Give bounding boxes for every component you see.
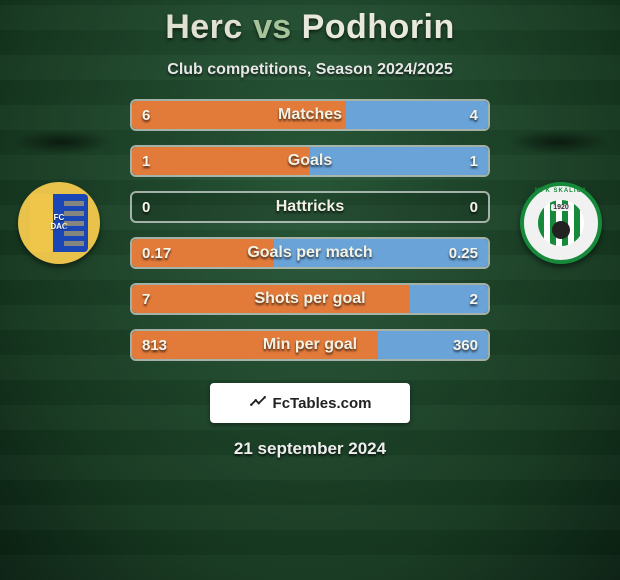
- stat-row: 00Hattricks: [130, 191, 490, 223]
- stat-row: 64Matches: [130, 99, 490, 131]
- stat-label: Min per goal: [132, 336, 488, 354]
- team2-badge: MFK SKALICA 1920: [520, 182, 602, 264]
- stat-label: Goals: [132, 152, 488, 170]
- player1-shadow: [12, 130, 112, 154]
- player2-shadow: [508, 130, 608, 154]
- stat-label: Hattricks: [132, 198, 488, 216]
- attribution-text: FcTables.com: [273, 395, 372, 412]
- stat-label: Shots per goal: [132, 290, 488, 308]
- team1-badge: FCDAC: [18, 182, 100, 264]
- stats-table: 64Matches 11Goals 00Hattricks 0.170.25Goals…: [130, 99, 490, 361]
- attribution-badge: FcTables.com: [210, 383, 410, 423]
- chart-icon: [249, 392, 267, 410]
- player2-name: Podhorin: [302, 8, 455, 46]
- team2-badge-inner: 1920: [538, 200, 584, 246]
- date-text: 21 september 2024: [0, 439, 620, 459]
- stat-label: Matches: [132, 106, 488, 124]
- team1-badge-inner: FCDAC: [30, 194, 88, 252]
- stat-row: 0.170.25Goals per match: [130, 237, 490, 269]
- stat-row: 11Goals: [130, 145, 490, 177]
- stat-row: 72Shots per goal: [130, 283, 490, 315]
- football-icon: [552, 221, 570, 239]
- stat-row: 813360Min per goal: [130, 329, 490, 361]
- team2-badge-ring-text: MFK SKALICA: [535, 188, 587, 194]
- team1-badge-stripes: [64, 200, 84, 246]
- team1-badge-outer: FCDAC: [18, 182, 100, 264]
- page-title: Herc vs Podhorin: [0, 8, 620, 47]
- player1-name: Herc: [165, 8, 243, 46]
- team2-badge-outer: MFK SKALICA 1920: [520, 182, 602, 264]
- vs-text: vs: [253, 8, 291, 46]
- team2-badge-year: 1920: [551, 204, 571, 211]
- subtitle: Club competitions, Season 2024/2025: [0, 61, 620, 79]
- stat-label: Goals per match: [132, 244, 488, 262]
- attribution-icon: [249, 392, 267, 415]
